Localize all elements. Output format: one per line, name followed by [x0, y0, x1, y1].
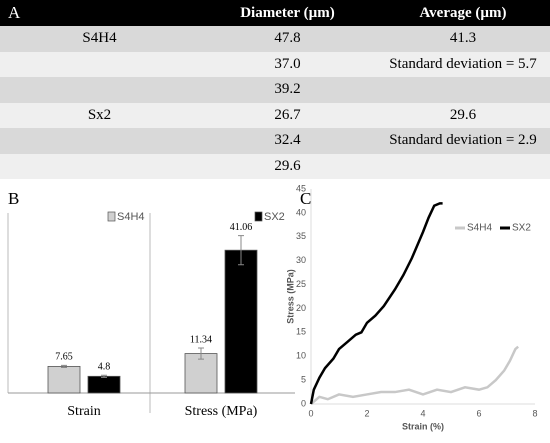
value-label: 4.8 — [98, 362, 111, 373]
error-bar — [198, 347, 204, 360]
table-cell: 26.7 — [199, 102, 376, 128]
y-tick-label: 5 — [301, 374, 306, 384]
y-tick-label: 20 — [296, 303, 306, 313]
y-tick-label: 0 — [301, 398, 306, 408]
x-tick-label: 4 — [420, 408, 425, 418]
table-cell: Sx2 — [0, 102, 199, 128]
table-row: 32.4 Standard deviation = 2.9 — [0, 128, 550, 154]
y-tick-label: 25 — [296, 279, 306, 289]
panel-label: B — [8, 189, 19, 208]
x-tick-label: Stress (MPa) — [185, 404, 258, 419]
bar — [47, 365, 81, 394]
table-cell: 47.8 — [199, 26, 376, 52]
data-table: A Diameter (µm) Average (µm) S4H4 47.8 41.… — [0, 0, 550, 179]
column-header: Average (µm) — [376, 0, 550, 26]
x-axis-title: Strain (%) — [402, 421, 444, 431]
table-row: S4H4 47.8 41.3 — [0, 26, 550, 52]
x-tick-label: 2 — [364, 408, 369, 418]
table-cell: 29.6 — [199, 153, 376, 179]
x-tick-label: 0 — [308, 408, 313, 418]
bar — [87, 375, 121, 394]
table-cell: 41.3 — [376, 26, 550, 52]
legend-label: SX2 — [264, 211, 285, 223]
table-row: 37.0 Standard deviation = 5.7 — [0, 51, 550, 77]
x-tick-label: 8 — [532, 408, 537, 418]
y-tick-label: 30 — [296, 255, 306, 265]
y-tick-label: 35 — [296, 231, 306, 241]
value-label: 11.34 — [190, 334, 212, 345]
legend-label: SX2 — [512, 223, 531, 234]
y-tick-label: 15 — [296, 327, 306, 337]
legend-swatch — [254, 211, 263, 222]
table-cell: 29.6 — [376, 102, 550, 128]
panel-label: A — [0, 0, 199, 26]
table-cell: 37.0 — [199, 51, 376, 77]
value-label: 7.65 — [55, 352, 73, 363]
table-cell — [0, 153, 199, 179]
table-cell — [0, 51, 199, 77]
error-bar — [101, 374, 107, 378]
y-tick-label: 10 — [296, 351, 306, 361]
value-label: 41.06 — [230, 222, 253, 233]
data-line — [310, 345, 520, 405]
y-tick-label: 45 — [296, 183, 306, 193]
table-cell: 32.4 — [199, 128, 376, 154]
error-bar — [238, 235, 244, 266]
table-cell: Standard deviation = 5.7 — [376, 51, 550, 77]
bar — [224, 249, 258, 394]
table-row: 39.2 — [0, 77, 550, 103]
table-cell — [376, 77, 550, 103]
table-row: 29.6 — [0, 153, 550, 179]
legend-label: S4H4 — [117, 211, 145, 223]
y-tick-label: 40 — [296, 207, 306, 217]
table-cell — [376, 153, 550, 179]
x-tick-label: 6 — [476, 408, 481, 418]
panel-label: C — [300, 189, 311, 208]
y-axis-title: Stress (MPa) — [285, 269, 295, 324]
table-cell: 39.2 — [199, 77, 376, 103]
x-tick-label: Strain — [67, 404, 100, 419]
data-line — [309, 202, 443, 405]
legend-swatch — [107, 211, 116, 222]
table-row: Sx2 26.7 29.6 — [0, 102, 550, 128]
column-header: Diameter (µm) — [199, 0, 376, 26]
legend-label: S4H4 — [467, 223, 492, 234]
charts: B C Strain Stress (MPa) S4H4 7.65 11.34 SX2 4.… — [7, 183, 538, 431]
table-cell: S4H4 — [0, 26, 199, 52]
table-cell: Standard deviation = 2.9 — [376, 128, 550, 154]
table-cell — [0, 128, 199, 154]
table-cell — [0, 77, 199, 103]
error-bar — [61, 364, 67, 368]
